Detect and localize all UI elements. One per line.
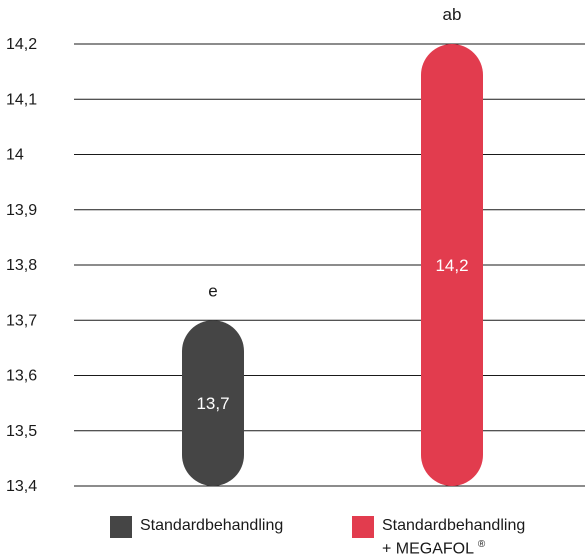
significance-letter: ab: [443, 5, 462, 24]
registered-mark: ®: [477, 539, 486, 550]
legend-label-megafol: Standardbehandling + MEGAFOL ®: [382, 516, 525, 558]
legend-item-standard: Standardbehandling: [110, 516, 283, 538]
y-tick-label: 13,6: [6, 368, 37, 385]
y-tick-label: 13,5: [6, 423, 37, 440]
legend-label-standard: Standardbehandling: [140, 517, 284, 534]
legend-item-megafol: Standardbehandling + MEGAFOL ®: [352, 516, 525, 558]
y-tick-label: 13,7: [6, 312, 37, 329]
bar-value-label: 14,2: [435, 256, 468, 275]
y-tick-label: 13,8: [6, 257, 37, 274]
legend-label-megafol-line1: Standardbehandling: [382, 517, 526, 534]
y-tick-label: 14: [6, 147, 24, 164]
y-tick-label: 13,9: [6, 202, 37, 219]
significance-letter: e: [208, 281, 217, 300]
bar: [182, 320, 244, 486]
legend-label-megafol-line2-text: + MEGAFOL: [382, 540, 474, 558]
bar: [421, 44, 483, 486]
legend-label-megafol-line2: + MEGAFOL ®: [382, 535, 525, 558]
y-tick-label: 13,4: [6, 478, 37, 495]
bar-chart: 13,4 13,5 13,6 13,7 13,8 13,9 14 14,1 14,2 13,7 e 1…: [6, 5, 585, 495]
bar-value-label: 13,7: [196, 394, 229, 413]
legend: Standardbehandling Standardbehandling + …: [0, 516, 585, 558]
legend-swatch-standard: [110, 516, 132, 538]
y-tick-label: 14,2: [6, 36, 37, 53]
legend-swatch-megafol: [352, 516, 374, 538]
y-tick-label: 14,1: [6, 91, 37, 108]
